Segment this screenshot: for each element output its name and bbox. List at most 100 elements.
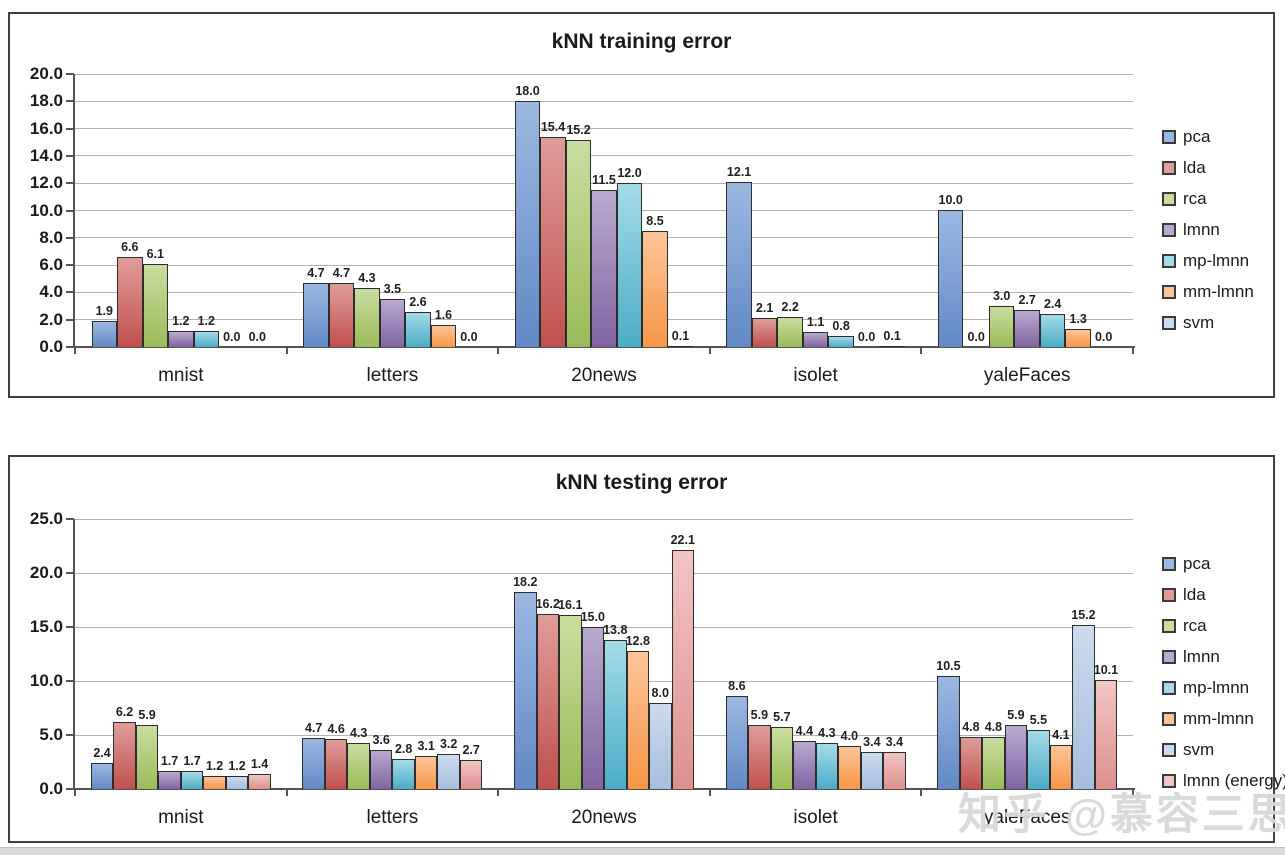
y-tick-mark — [66, 182, 74, 185]
bar-rca — [565, 140, 592, 347]
legend-item-lmnn: lmnn — [1162, 646, 1285, 668]
category-tick — [497, 789, 500, 796]
value-label: 1.7 — [160, 754, 179, 768]
x-axis-line — [73, 788, 1135, 790]
value-label: 15.0 — [580, 610, 605, 624]
bar-lmnn — [591, 190, 617, 347]
value-label: 4.7 — [304, 721, 323, 735]
bar-lmnn — [369, 750, 393, 789]
bar-mp-lmnn — [616, 183, 643, 347]
value-label: 4.7 — [307, 266, 325, 280]
value-label: 0.0 — [223, 330, 241, 344]
legend-item-pca: pca — [1162, 553, 1285, 575]
value-label: 3.4 — [863, 735, 881, 749]
value-label: 0.0 — [460, 330, 478, 344]
y-tick-mark — [66, 154, 74, 157]
y-tick-mark — [66, 291, 74, 294]
value-label: 6.6 — [121, 240, 139, 254]
y-tick-mark — [66, 127, 74, 130]
legend-swatch-lmnn (energy) — [1162, 774, 1176, 788]
legend-label: svm — [1183, 313, 1215, 332]
y-tick-label: 14.0 — [29, 145, 63, 165]
bar-lmnn (energy) — [883, 752, 906, 789]
plot-area: 0.0 2.0 4.0 6.0 8.0 10.0 12.0 14.0 16.0 18.0 20.0 1… — [30, 64, 1135, 386]
value-label: 0.1 — [883, 329, 901, 343]
value-label: 0.0 — [857, 330, 876, 344]
y-axis-line — [73, 519, 75, 789]
value-label: 4.3 — [349, 726, 368, 740]
legend-swatch-pca — [1162, 557, 1176, 571]
value-label: 0.0 — [967, 330, 985, 344]
y-tick-label: 16.0 — [29, 118, 63, 138]
category-tick — [708, 789, 711, 796]
value-label: 0.0 — [1094, 330, 1113, 344]
value-label: 12.1 — [726, 165, 752, 179]
bar-mp-lmnn — [180, 771, 204, 789]
y-axis-line — [73, 74, 75, 347]
gridline — [75, 182, 1133, 184]
bar-lmnn — [1004, 725, 1028, 789]
bar-rca — [982, 737, 1005, 789]
legend-label: mm-lmnn — [1183, 709, 1254, 728]
y-tick-label: 15.0 — [29, 617, 63, 636]
bar-lmnn — [581, 627, 604, 789]
legend-item-lmnn: lmnn — [1162, 219, 1254, 241]
value-label: 3.5 — [383, 282, 402, 296]
bar-pca — [90, 763, 114, 789]
value-label: 6.2 — [115, 705, 134, 719]
bar-lmnn — [1014, 310, 1040, 347]
legend-swatch-mp-lmnn — [1162, 254, 1176, 268]
y-tick-label: 6.0 — [39, 255, 63, 275]
testing-chart-title: kNN testing error — [555, 471, 728, 494]
legend-item-svm: svm — [1162, 312, 1254, 334]
value-label: 15.4 — [540, 120, 566, 134]
category-tick — [74, 347, 76, 354]
y-tick-label: 5.0 — [39, 725, 63, 744]
category-label-yaleFaces: yaleFaces — [983, 807, 1071, 828]
legend-swatch-pca — [1162, 130, 1176, 144]
y-tick-mark — [66, 264, 74, 267]
category-tick — [285, 347, 288, 354]
bar-pca — [302, 738, 325, 789]
value-label: 3.0 — [992, 289, 1011, 303]
legend-item-mp-lmnn: mp-lmnn — [1162, 250, 1254, 272]
value-label: 5.5 — [1029, 713, 1048, 727]
value-label: 2.2 — [781, 300, 799, 314]
value-label: 18.0 — [515, 84, 540, 98]
bar-lda — [959, 737, 983, 789]
y-tick-mark — [66, 518, 74, 520]
legend-swatch-svm — [1162, 743, 1176, 757]
category-label-isolet: isolet — [793, 807, 838, 828]
bar-pca — [303, 283, 329, 347]
bar-mm-lmnn — [1049, 745, 1073, 789]
y-tick-label: 18.0 — [29, 91, 63, 111]
legend-label: lda — [1183, 585, 1206, 604]
legend-label: lda — [1183, 158, 1206, 177]
bar-mm-lmnn — [642, 231, 668, 347]
training-chart-title: kNN training error — [551, 30, 732, 53]
bar-pca — [726, 182, 752, 347]
value-label: 12.8 — [625, 634, 650, 648]
value-label: 1.2 — [197, 314, 215, 328]
bar-mm-lmnn — [430, 325, 457, 347]
legend-label: rca — [1183, 616, 1207, 635]
value-label: 4.8 — [984, 720, 1003, 734]
legend-label: mp-lmnn — [1183, 251, 1250, 270]
value-label: 8.5 — [646, 214, 664, 228]
legend-item-mm-lmnn: mm-lmnn — [1162, 708, 1285, 730]
y-tick-mark — [66, 209, 74, 212]
y-tick-label: 10.0 — [29, 200, 63, 220]
legend-swatch-lda — [1162, 161, 1176, 175]
bar-pca — [514, 592, 537, 789]
legend-item-mm-lmnn: mm-lmnn — [1162, 281, 1254, 303]
y-tick-label: 0.0 — [39, 779, 63, 798]
y-tick-label: 10.0 — [29, 671, 63, 690]
category-tick — [920, 347, 923, 354]
legend-item-pca: pca — [1162, 126, 1254, 148]
value-label: 4.6 — [327, 722, 345, 736]
y-tick-mark — [66, 346, 74, 348]
bar-svm — [225, 776, 249, 789]
legend-item-lda: lda — [1162, 157, 1254, 179]
bar-pca — [725, 696, 749, 789]
category-tick — [497, 347, 500, 354]
